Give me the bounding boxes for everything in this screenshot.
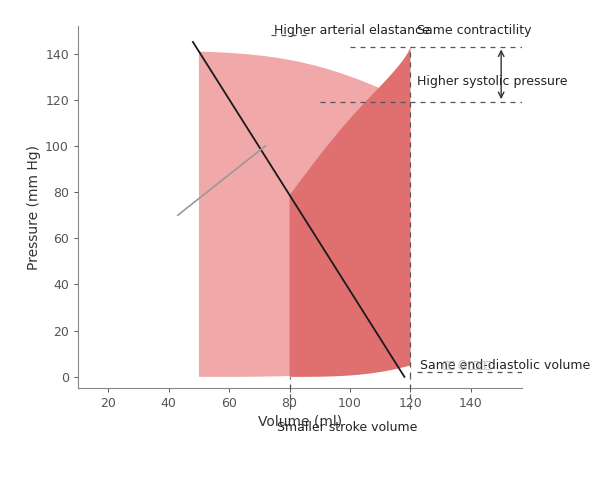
Text: Higher arterial elastance: Higher arterial elastance bbox=[274, 24, 430, 37]
Polygon shape bbox=[290, 47, 410, 377]
Text: Same end-diastolic volume: Same end-diastolic volume bbox=[419, 359, 590, 372]
Text: Higher systolic pressure: Higher systolic pressure bbox=[416, 74, 567, 88]
Polygon shape bbox=[199, 51, 410, 377]
Y-axis label: Pressure (mm Hg): Pressure (mm Hg) bbox=[27, 145, 41, 270]
Text: Smaller stroke volume: Smaller stroke volume bbox=[277, 421, 417, 434]
X-axis label: Volume (ml): Volume (ml) bbox=[258, 415, 342, 429]
Text: 知乎 @星回双羊: 知乎 @星回双羊 bbox=[443, 360, 491, 370]
Text: Same contractility: Same contractility bbox=[416, 24, 531, 37]
